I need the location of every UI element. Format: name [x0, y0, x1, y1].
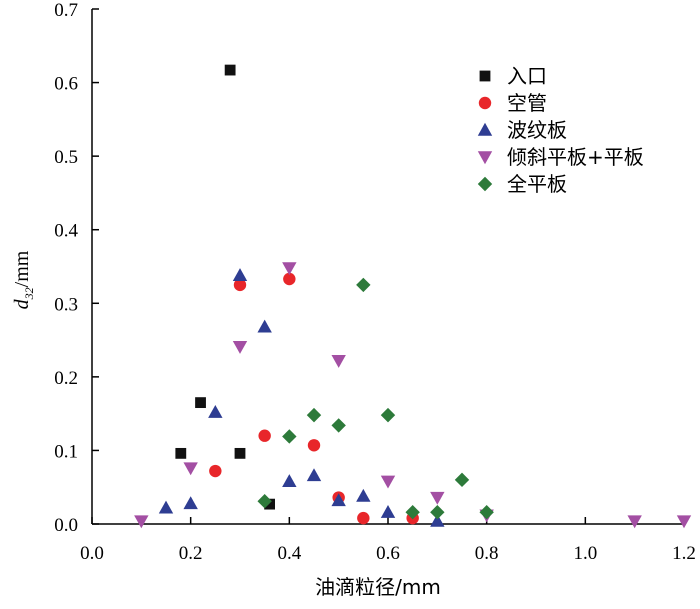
data-point: [134, 515, 149, 529]
data-point: [307, 439, 321, 452]
legend-label: 波纹板: [507, 118, 567, 142]
data-point: [283, 272, 296, 286]
data-point: [380, 407, 396, 423]
data-point: [356, 488, 371, 502]
legend-label: 倾斜平板+平板: [507, 145, 644, 169]
y-tick-label: 0.5: [54, 147, 78, 168]
data-point: [430, 505, 445, 520]
y-axis-title-sub: 32: [22, 287, 36, 300]
y-tick-label: 0.7: [54, 0, 78, 21]
data-point: [232, 340, 248, 354]
data-points: [134, 64, 692, 529]
data-point: [306, 468, 322, 482]
legend-marker: [477, 151, 493, 165]
x-tick-label: 0.6: [376, 543, 400, 564]
data-point: [430, 491, 445, 505]
legend-marker: [479, 70, 491, 82]
data-point: [380, 475, 396, 489]
data-point: [209, 464, 222, 478]
data-point: [430, 513, 445, 527]
axes: [91, 9, 684, 525]
data-point: [233, 278, 247, 292]
y-tick-label: 0.1: [54, 441, 78, 462]
y-ticks: 0.0 0.1 0.2 0.3 0.4 0.5 0.6 0.7: [54, 0, 99, 536]
x-tick-label: 0.0: [80, 543, 104, 564]
data-point: [676, 515, 692, 529]
data-point: [331, 418, 346, 433]
data-point: [175, 447, 187, 459]
x-tick-label: 1.2: [672, 543, 696, 564]
data-point: [234, 447, 246, 459]
data-point: [224, 64, 236, 76]
y-tick-label: 0.6: [54, 74, 78, 95]
data-point: [356, 277, 371, 293]
legend-label: 全平板: [507, 172, 567, 196]
data-point: [282, 429, 297, 444]
y-axis-title-unit: /mm: [11, 250, 33, 287]
data-point: [258, 429, 271, 442]
data-point: [331, 354, 346, 368]
data-point: [306, 407, 322, 423]
x-axis-title: 油滴粒径/mm: [315, 575, 441, 599]
legend-label: 空管: [507, 91, 547, 115]
y-tick-label: 0.0: [54, 515, 78, 536]
data-point: [627, 515, 642, 529]
legend-marker: [477, 176, 493, 192]
y-axis-title: d32/mm: [11, 250, 36, 309]
data-point: [257, 493, 272, 509]
legend-label: 入口: [507, 64, 547, 88]
y-tick-label: 0.4: [54, 221, 78, 242]
data-point: [357, 511, 370, 525]
y-tick-label: 0.2: [54, 368, 78, 389]
y-tick-label: 0.3: [54, 294, 78, 315]
data-point: [257, 319, 272, 333]
data-point: [208, 404, 223, 418]
x-tick-label: 1.0: [573, 543, 597, 564]
data-point: [380, 505, 396, 518]
data-point: [183, 462, 198, 476]
data-point: [183, 496, 198, 510]
data-point: [331, 493, 346, 507]
data-point: [479, 505, 494, 520]
x-tick-label: 0.4: [277, 543, 301, 564]
data-point: [282, 262, 297, 276]
legend-marker: [478, 96, 492, 110]
data-point: [232, 268, 248, 282]
x-tick-label: 0.2: [179, 543, 203, 564]
y-axis-title-main: d: [11, 298, 33, 309]
data-point: [264, 498, 275, 510]
data-point: [454, 472, 470, 488]
data-point: [282, 474, 297, 488]
x-tick-label: 0.8: [475, 543, 499, 564]
data-point: [405, 505, 420, 520]
data-point: [195, 397, 206, 409]
legend-marker: [477, 122, 493, 136]
data-point: [158, 500, 174, 514]
x-ticks: 0.0 0.2 0.4 0.6 0.8 1.0 1.2: [80, 517, 696, 564]
